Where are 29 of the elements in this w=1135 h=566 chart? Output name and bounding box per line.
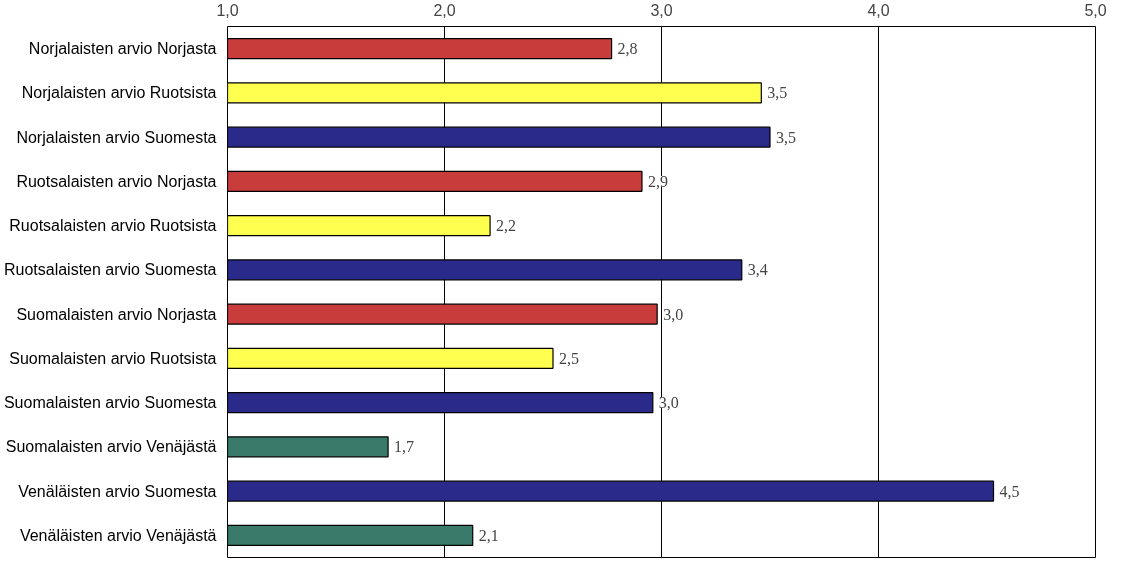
y-tick-label: Suomalaisten arvio Ruotsista — [9, 349, 217, 367]
y-tick-label: Venäläisten arvio Venäjästä — [19, 526, 217, 544]
data-label: 2,5 — [559, 349, 579, 367]
y-tick-label: Venäläisten arvio Suomesta — [18, 482, 217, 500]
data-label: 1,7 — [394, 438, 415, 456]
data-label: 3,5 — [767, 84, 788, 102]
x-tick-label: 5,0 — [1084, 1, 1107, 19]
y-tick-label: Suomalaisten arvio Norjasta — [16, 305, 217, 323]
data-label: 2,8 — [617, 40, 638, 58]
x-tick-label: 2,0 — [433, 1, 456, 19]
data-label: 3,5 — [776, 128, 796, 146]
y-tick-label: Suomalaisten arvio Suomesta — [3, 394, 217, 412]
data-label: 3,0 — [658, 394, 679, 412]
x-tick-label: 1,0 — [216, 1, 239, 19]
y-tick-label: Norjalaisten arvio Suomesta — [16, 128, 217, 146]
data-label: 2,1 — [478, 526, 499, 544]
x-tick-label: 3,0 — [650, 1, 673, 19]
y-tick-label: Ruotsalaisten arvio Ruotsista — [9, 217, 217, 235]
x-tick-label: 4,0 — [867, 1, 890, 19]
data-label: 3,0 — [663, 305, 684, 323]
y-tick-label: Ruotsalaisten arvio Suomesta — [3, 261, 217, 279]
y-tick-label: Norjalaisten arvio Ruotsista — [21, 84, 217, 102]
y-tick-label: Norjalaisten arvio Norjasta — [28, 40, 217, 58]
y-tick-label: Ruotsalaisten arvio Norjasta — [16, 172, 217, 190]
data-label: 4,5 — [999, 482, 1020, 500]
data-label: 3,4 — [747, 261, 768, 279]
y-tick-label: Suomalaisten arvio Venäjästä — [5, 438, 217, 456]
data-label: 2,2 — [496, 217, 517, 235]
data-label: 2,9 — [647, 172, 668, 190]
